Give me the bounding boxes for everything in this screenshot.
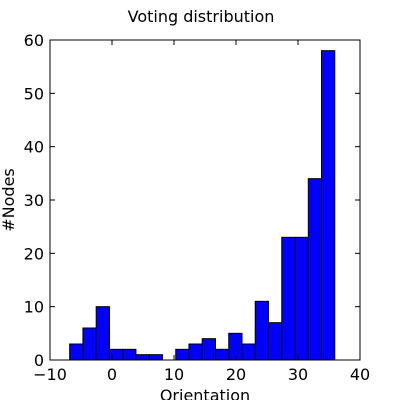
x-tick-label-3: 20 xyxy=(226,365,246,384)
y-tick-label-0: 0 xyxy=(34,351,44,370)
histogram-bar-1 xyxy=(82,327,97,361)
histogram-bar-6 xyxy=(148,354,163,361)
x-tick-label-0: −10 xyxy=(33,365,67,384)
y-tick-label-1: 10 xyxy=(24,298,44,317)
histogram-bar-13 xyxy=(241,343,256,361)
histogram-bar-10 xyxy=(201,338,216,361)
histogram-bar-3 xyxy=(108,348,124,361)
histogram-bar-4 xyxy=(122,348,137,361)
histogram-bar-0 xyxy=(69,343,84,361)
y-tick-label-6: 60 xyxy=(24,31,44,50)
y-tick-label-4: 40 xyxy=(24,138,44,157)
histogram-bar-15 xyxy=(267,322,283,361)
histogram-bar-11 xyxy=(214,348,230,361)
bars-group xyxy=(69,50,336,361)
histogram-bar-8 xyxy=(175,348,190,361)
x-tick-label-4: 30 xyxy=(288,365,308,384)
x-axis-label: Orientation xyxy=(160,386,250,400)
histogram-bar-16 xyxy=(281,236,296,361)
x-tick-label-2: 10 xyxy=(164,365,184,384)
histogram-bar-9 xyxy=(188,343,203,361)
y-tick-label-3: 30 xyxy=(24,191,44,210)
histogram-bar-18 xyxy=(307,178,322,361)
y-tick-label-5: 50 xyxy=(24,84,44,103)
x-tick-label-1: 0 xyxy=(107,365,117,384)
plot-frame xyxy=(49,39,361,361)
histogram-bar-2 xyxy=(95,306,110,361)
histogram-bar-17 xyxy=(294,236,309,361)
x-tick-label-5: 40 xyxy=(350,365,370,384)
y-axis-label: #Nodes xyxy=(0,168,18,232)
histogram-bar-14 xyxy=(254,300,269,361)
y-tick-label-2: 20 xyxy=(24,244,44,263)
histogram-bar-19 xyxy=(320,50,336,361)
histogram-bar-5 xyxy=(135,354,150,361)
chart-title: Voting distribution xyxy=(128,7,275,26)
histogram-bar-12 xyxy=(228,332,243,361)
